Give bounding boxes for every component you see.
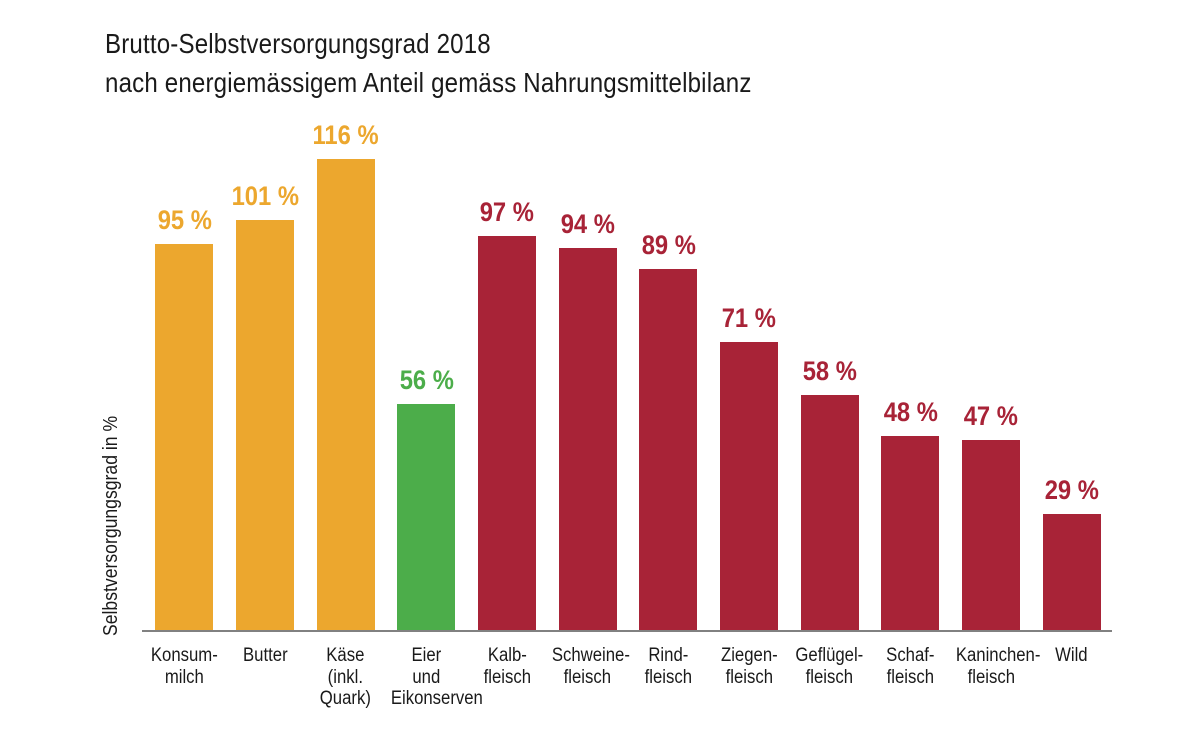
bar-group: 97 %: [467, 197, 548, 632]
bar: [720, 342, 779, 632]
category-label: Schweine- fleisch: [552, 645, 631, 688]
bar: [1042, 514, 1101, 632]
value-label: 58 %: [802, 356, 857, 386]
chart-title: Brutto-Selbstversorgungsgrad 2018: [105, 28, 491, 59]
category-label: Schaf- fleisch: [886, 645, 935, 688]
category-label: Käse (inkl. Quark): [320, 645, 372, 709]
bar: [639, 269, 698, 632]
bar-group: 89 %: [628, 230, 709, 632]
bar: [397, 404, 456, 632]
bar-group: 71 %: [709, 303, 790, 632]
bar-group: 116 %: [305, 120, 386, 632]
x-axis-tick-labels: Konsum- milch Butter Käse (inkl. Quark) Eie…: [144, 645, 1112, 710]
plot-area: 95 % 101 % 116 % 56 % 97 % 94 % 89 % 71 % 58 % 48…: [144, 0, 1112, 632]
value-label: 48 %: [883, 397, 938, 427]
value-label: 101 %: [231, 181, 299, 211]
value-label: 29 %: [1044, 475, 1099, 505]
bar-group: 48 %: [870, 397, 951, 632]
value-label: 94 %: [560, 209, 615, 239]
bar: [962, 440, 1021, 632]
y-axis-label: Selbstversorgungsgrad in %: [100, 415, 122, 636]
bar: [316, 159, 375, 632]
bar: [155, 244, 214, 632]
category-label: Kalb- fleisch: [483, 645, 531, 688]
value-label: 56 %: [399, 365, 454, 395]
bar-group: 58 %: [789, 356, 870, 632]
category-label: Wild: [1055, 645, 1088, 666]
bar-group: 94 %: [547, 209, 628, 632]
bar: [478, 236, 537, 632]
value-label: 97 %: [479, 197, 535, 227]
bar: [800, 395, 859, 632]
value-label: 47 %: [963, 401, 1019, 431]
value-label: 95 %: [157, 205, 212, 235]
category-label: Kaninchen- fleisch: [955, 645, 1041, 688]
bar: [881, 436, 940, 632]
bar-group: 101 %: [225, 181, 306, 632]
bar-group: 56 %: [386, 365, 467, 632]
bar-group: 29 %: [1031, 475, 1112, 632]
chart-subtitle: nach energiemässigem Anteil gemäss Nahru…: [105, 67, 752, 98]
value-label: 89 %: [641, 230, 696, 260]
bar-group: 95 %: [144, 205, 225, 632]
x-axis-line: [142, 630, 1112, 632]
category-label: Geflügel- fleisch: [795, 645, 864, 688]
category-label: Konsum- milch: [150, 645, 218, 688]
bar: [236, 220, 294, 632]
category-label: Ziegen- fleisch: [720, 645, 778, 688]
category-label: Butter: [242, 645, 288, 666]
bar-group: 47 %: [951, 401, 1032, 632]
value-label: 116 %: [312, 120, 379, 150]
value-label: 71 %: [721, 303, 777, 333]
category-label: Eier und Eikonserven: [390, 645, 483, 709]
bar: [558, 248, 617, 632]
category-label: Rind- fleisch: [644, 645, 693, 688]
title-block: Brutto-Selbstversorgungsgrad 2018 nach e…: [105, 24, 752, 102]
